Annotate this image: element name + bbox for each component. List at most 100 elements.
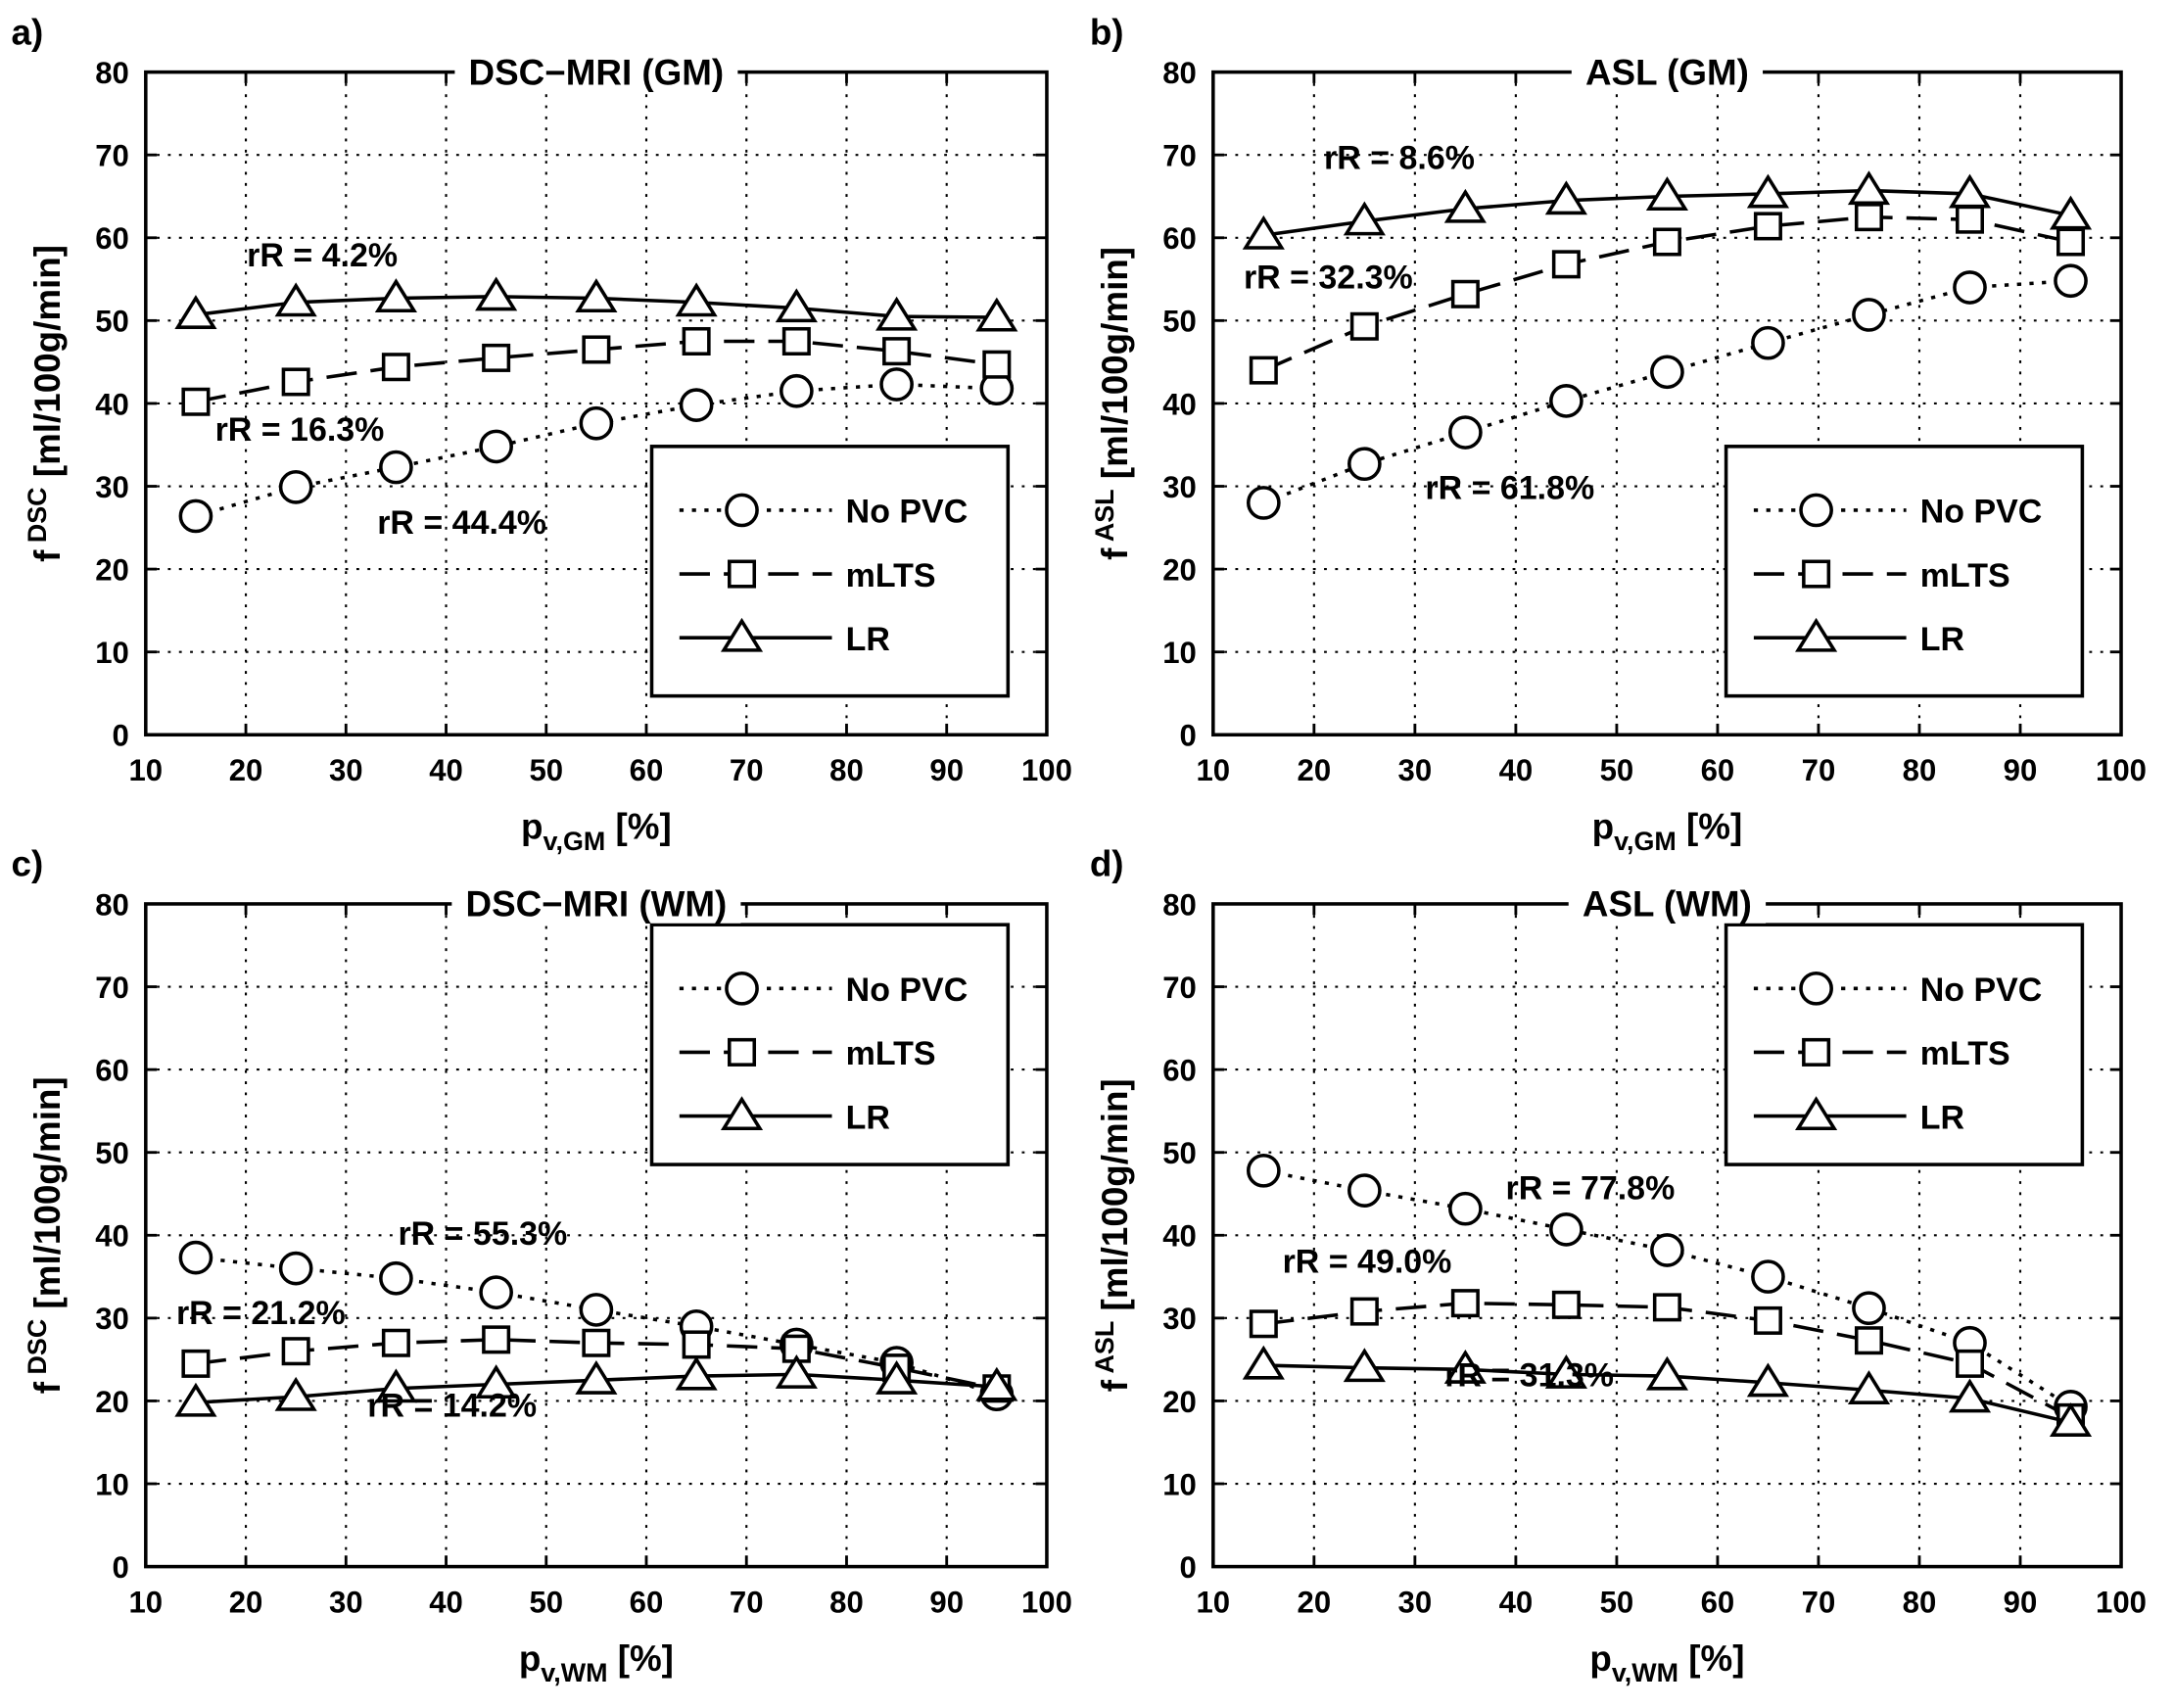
y-tick-label: 20 (95, 1385, 129, 1419)
circle-marker (479, 1275, 513, 1309)
rr-annotation: rR = 61.8% (1425, 470, 1594, 507)
x-tick-label: 50 (529, 753, 563, 787)
panel-label: a) (12, 12, 44, 52)
series-no-pvc (178, 367, 1015, 534)
triangle-marker (1343, 1348, 1386, 1383)
square-marker (1349, 311, 1379, 341)
triangle-marker (374, 278, 417, 313)
x-tick-label: 30 (329, 1585, 363, 1619)
triangle-marker (1645, 176, 1689, 211)
legend-item: mLTS (679, 1035, 936, 1072)
circle-marker (725, 971, 759, 1006)
y-tick-label: 10 (95, 1467, 129, 1501)
y-tick-label: 0 (113, 719, 129, 753)
legend-box (1724, 923, 2085, 1166)
triangle-marker (274, 282, 317, 317)
series-lr (174, 1354, 1018, 1417)
series-line (195, 382, 997, 518)
square-marker (381, 1328, 410, 1357)
triangle-marker (374, 1368, 417, 1403)
panel-label: c) (12, 844, 44, 884)
triangle-marker (1847, 1370, 1891, 1404)
legend-box (649, 923, 1011, 1166)
triangle-marker (1544, 1354, 1587, 1389)
circle-marker (1347, 1173, 1382, 1208)
square-marker (882, 337, 912, 366)
circle-marker (379, 1260, 413, 1296)
y-tick-label: 40 (1162, 1219, 1197, 1254)
x-tick-label: 20 (229, 1585, 263, 1619)
x-tick-label: 100 (1021, 1585, 1072, 1619)
triangle-marker (2049, 195, 2093, 230)
title-background (1571, 49, 1764, 92)
x-tick-label: 80 (1903, 1585, 1937, 1619)
x-tick-label: 10 (1197, 1585, 1231, 1619)
y-axis-label: f DSC [ml/100g/min] (23, 245, 68, 562)
triangle-marker (720, 1096, 764, 1131)
y-tick-label: 40 (1162, 387, 1197, 421)
triangle-marker (575, 278, 618, 313)
x-tick-label: 40 (1499, 1585, 1534, 1619)
circle-marker (1448, 1191, 1483, 1226)
square-marker (1854, 1326, 1883, 1355)
triangle-marker (174, 295, 217, 329)
legend-item: LR (1753, 617, 1964, 658)
square-marker (1551, 250, 1581, 279)
panel-title: ASL (GM) (1571, 49, 1764, 92)
x-tick-label: 80 (829, 753, 864, 787)
series-mlts (1249, 1289, 2086, 1432)
x-tick-label: 100 (2096, 753, 2147, 787)
circle-marker (1852, 1291, 1886, 1326)
triangle-marker (1795, 1096, 1838, 1131)
y-tick-label: 80 (95, 887, 129, 922)
square-marker (181, 387, 211, 416)
x-tick-label: 40 (429, 1585, 463, 1619)
x-axis-label: pv,WM [%] (519, 1638, 674, 1687)
panel-c: 10 20 30 40 50 60 70 80 90 10001020304050607080rR… (12, 844, 1072, 1687)
circle-marker (479, 429, 513, 464)
square-marker (1955, 205, 1985, 234)
circle-marker (579, 405, 614, 441)
y-tick-label: 50 (95, 305, 129, 339)
triangle-marker (1948, 1378, 1992, 1413)
triangle-marker (1443, 188, 1487, 223)
triangle-marker (1645, 1355, 1689, 1391)
x-tick-label: 70 (730, 1585, 764, 1619)
x-tick-label: 40 (1499, 753, 1534, 787)
x-tick-label: 50 (1600, 753, 1634, 787)
triangle-marker (1242, 1345, 1285, 1380)
y-tick-label: 20 (95, 552, 129, 587)
legend: No PVC mLTS LR (1724, 923, 2085, 1166)
panel-label: b) (1090, 12, 1124, 52)
triangle-marker (675, 282, 718, 317)
triangle-marker (975, 1366, 1018, 1401)
x-tick-label: 40 (429, 753, 463, 787)
y-tick-label: 50 (1162, 305, 1197, 339)
x-tick-label: 20 (229, 753, 263, 787)
legend-label: LR (1920, 1099, 1964, 1136)
y-tick-label: 30 (1162, 1302, 1197, 1336)
legend-item: No PVC (679, 493, 968, 531)
square-marker (1349, 1297, 1379, 1326)
x-tick-label: 60 (630, 753, 664, 787)
y-tick-label: 20 (1162, 1385, 1197, 1419)
rr-annotation: rR = 55.3% (398, 1215, 567, 1253)
circle-marker (579, 1293, 614, 1327)
legend-item: LR (1753, 1096, 1964, 1136)
triangle-marker (1544, 180, 1587, 215)
square-marker (482, 343, 511, 372)
x-tick-label: 30 (329, 753, 363, 787)
y-tick-label: 40 (95, 1219, 129, 1254)
panel-title: DSC−MRI (GM) (454, 49, 738, 92)
y-tick-label: 70 (1162, 139, 1197, 173)
x-tick-label: 80 (829, 1585, 864, 1619)
y-tick-label: 20 (1162, 552, 1197, 587)
title-background (454, 49, 738, 92)
rr-annotation: rR = 21.2% (176, 1295, 346, 1332)
y-tick-label: 50 (1162, 1136, 1197, 1170)
triangle-marker (875, 296, 919, 331)
circle-marker (1246, 486, 1281, 520)
legend-item: No PVC (1753, 493, 2042, 531)
legend-label: LR (1920, 621, 1964, 658)
series-lr (174, 276, 1018, 332)
